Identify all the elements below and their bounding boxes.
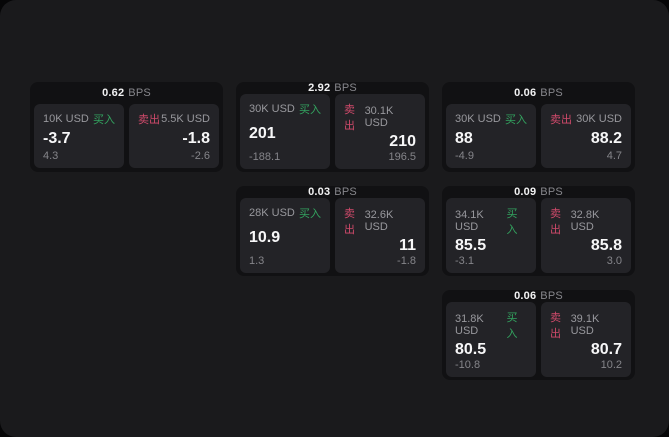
sell-side-label: 卖出 — [550, 208, 561, 236]
sell-size: 32.6K USD — [364, 209, 394, 233]
card-header: 2.92 BPS — [240, 82, 425, 94]
sell-change: -1.8 — [397, 254, 416, 267]
buy-tile[interactable]: 34.1K USD 买入 85.5 -3.1 — [446, 198, 536, 273]
buy-tile[interactable]: 30K USD 买入 201 -188.1 — [240, 94, 330, 169]
bps-unit-label: BPS — [540, 186, 563, 198]
quote-card: 0.06 BPS 31.8K USD 买入 80.5 -10.8 卖出 39.1… — [442, 290, 635, 380]
sell-size: 32.8K USD — [570, 209, 600, 233]
buy-price[interactable]: 80.5 — [455, 341, 487, 358]
sell-change: 4.7 — [606, 150, 622, 162]
sell-side-label: 卖出 — [344, 208, 355, 236]
quote-card: 0.09 BPS 34.1K USD 买入 85.5 -3.1 卖出 32.8K… — [442, 186, 635, 276]
bps-unit-label: BPS — [334, 186, 357, 198]
sell-change: 3.0 — [606, 254, 622, 267]
bps-value: 0.03 — [308, 186, 331, 198]
buy-side-label: 买入 — [299, 208, 321, 220]
bps-value: 0.09 — [514, 186, 537, 198]
buy-side-label: 买入 — [505, 114, 527, 126]
bps-value: 0.06 — [514, 87, 537, 99]
sell-tile[interactable]: 卖出 5.5K USD -1.8 -2.6 — [129, 104, 219, 168]
sell-side-label: 卖出 — [550, 312, 561, 340]
bps-unit-label: BPS — [540, 87, 563, 99]
sell-price[interactable]: 85.8 — [590, 237, 622, 254]
sell-side-label: 卖出 — [344, 104, 355, 132]
buy-tile[interactable]: 28K USD 买入 10.9 1.3 — [240, 198, 330, 273]
bps-value: 0.06 — [514, 290, 537, 302]
buy-price[interactable]: -3.7 — [43, 129, 71, 147]
quote-card: 0.06 BPS 30K USD 买入 88 -4.9 卖出 30K USD — [442, 82, 635, 172]
buy-change: -188.1 — [249, 150, 281, 163]
sell-tile[interactable]: 卖出 32.8K USD 85.8 3.0 — [541, 198, 631, 273]
sell-price[interactable]: 80.7 — [590, 341, 622, 358]
bps-unit-label: BPS — [334, 82, 357, 94]
buy-size: 31.8K USD — [455, 313, 484, 337]
card-header: 0.62 BPS — [34, 82, 219, 104]
buy-side-label: 买入 — [93, 114, 115, 126]
buy-size: 34.1K USD — [455, 209, 484, 233]
sell-price[interactable]: 210 — [389, 133, 416, 150]
quote-card: 0.62 BPS 10K USD 买入 -3.7 4.3 卖出 5.5K USD — [30, 82, 223, 172]
buy-tile[interactable]: 10K USD 买入 -3.7 4.3 — [34, 104, 124, 168]
sell-tile[interactable]: 卖出 39.1K USD 80.7 10.2 — [541, 302, 631, 377]
sell-change: -2.6 — [191, 150, 210, 162]
buy-tile[interactable]: 30K USD 买入 88 -4.9 — [446, 104, 536, 168]
sell-price[interactable]: 88.2 — [590, 129, 622, 147]
sell-size: 5.5K USD — [161, 113, 210, 125]
bps-unit-label: BPS — [540, 290, 563, 302]
buy-size: 10K USD — [43, 113, 89, 125]
buy-price[interactable]: 10.9 — [249, 229, 281, 246]
sell-price[interactable]: 11 — [399, 237, 416, 254]
sell-price[interactable]: -1.8 — [182, 129, 210, 147]
sell-size: 39.1K USD — [570, 313, 600, 337]
sell-size: 30.1K USD — [364, 105, 394, 129]
buy-side-label: 买入 — [299, 104, 321, 116]
quote-card: 2.92 BPS 30K USD 买入 201 -188.1 卖出 30.1K … — [236, 82, 429, 172]
sell-side-label: 卖出 — [550, 114, 572, 126]
card-header: 0.06 BPS — [446, 290, 631, 302]
buy-change: 4.3 — [43, 150, 59, 162]
card-header: 0.06 BPS — [446, 82, 631, 104]
sell-side-label: 卖出 — [138, 114, 160, 126]
sell-change: 196.5 — [388, 150, 416, 163]
buy-price[interactable]: 201 — [249, 125, 276, 142]
sell-change: 10.2 — [600, 358, 622, 371]
buy-size: 30K USD — [455, 113, 501, 125]
quote-grid: 0.62 BPS 10K USD 买入 -3.7 4.3 卖出 5.5K USD — [30, 82, 635, 380]
card-header: 0.03 BPS — [240, 186, 425, 198]
bps-unit-label: BPS — [128, 87, 151, 99]
card-header: 0.09 BPS — [446, 186, 631, 198]
buy-side-label: 买入 — [506, 312, 518, 340]
sell-tile[interactable]: 卖出 32.6K USD 11 -1.8 — [335, 198, 425, 273]
buy-size: 30K USD — [249, 103, 295, 115]
sell-tile[interactable]: 卖出 30.1K USD 210 196.5 — [335, 94, 425, 169]
bps-value: 2.92 — [308, 82, 331, 94]
bps-value: 0.62 — [102, 87, 125, 99]
buy-size: 28K USD — [249, 207, 295, 219]
sell-size: 30K USD — [576, 113, 622, 125]
buy-change: -4.9 — [455, 150, 474, 162]
buy-change: -3.1 — [455, 254, 474, 267]
sell-tile[interactable]: 卖出 30K USD 88.2 4.7 — [541, 104, 631, 168]
buy-change: -10.8 — [455, 358, 481, 371]
buy-tile[interactable]: 31.8K USD 买入 80.5 -10.8 — [446, 302, 536, 377]
quote-card: 0.03 BPS 28K USD 买入 10.9 1.3 卖出 32.6K US… — [236, 186, 429, 276]
buy-price[interactable]: 88 — [455, 129, 473, 147]
buy-change: 1.3 — [249, 254, 265, 267]
buy-side-label: 买入 — [506, 208, 518, 236]
buy-price[interactable]: 85.5 — [455, 237, 487, 254]
